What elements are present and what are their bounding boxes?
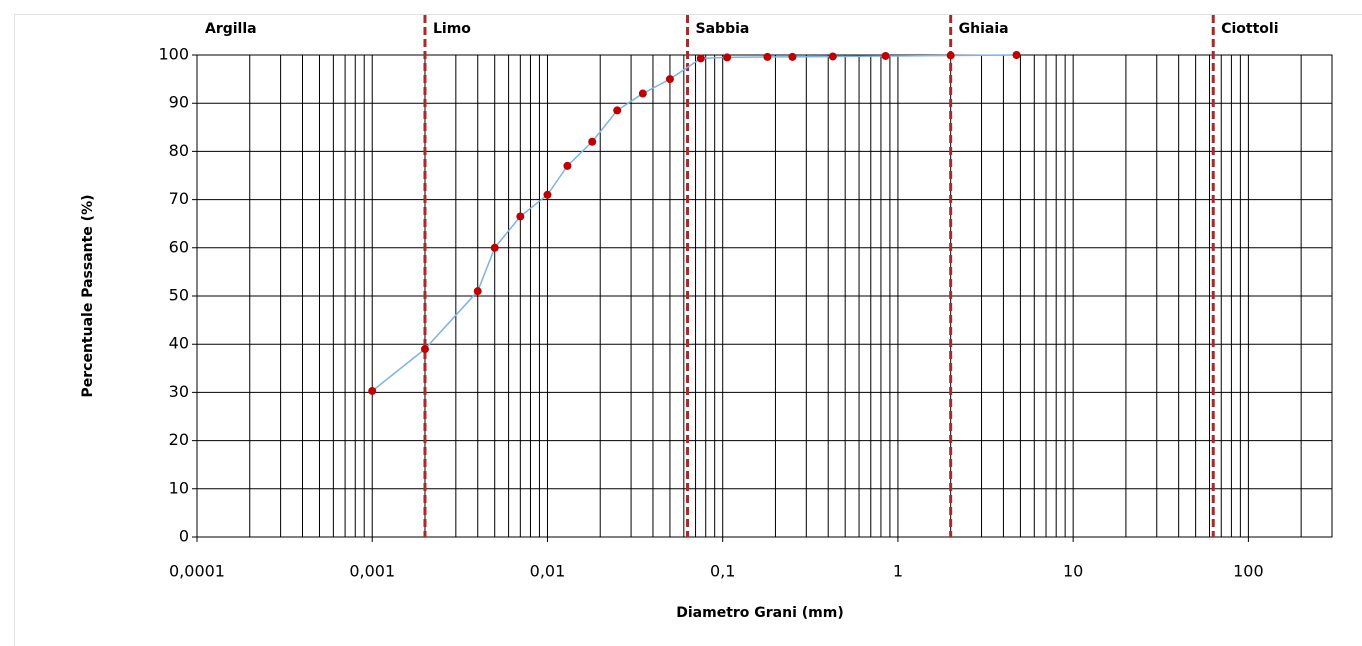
x-tick-label: 0,0001 (169, 562, 225, 581)
y-tick-label: 60 (169, 237, 189, 256)
zone-label: Sabbia (696, 21, 750, 37)
y-tick-label: 10 (169, 478, 189, 497)
data-point (828, 52, 837, 61)
x-axis-label: Diametro Grani (mm) (676, 605, 844, 621)
y-tick-label: 100 (158, 45, 189, 64)
data-point (368, 386, 377, 395)
data-point (420, 345, 429, 354)
data-point (1012, 51, 1021, 59)
x-tick-label: 1 (893, 562, 903, 581)
data-point (881, 51, 890, 60)
data-point (788, 52, 797, 61)
data-point (588, 137, 597, 146)
data-point (665, 75, 674, 84)
frame (14, 14, 1362, 646)
data-point (723, 53, 732, 62)
x-tick-label: 10 (1063, 562, 1083, 581)
grid (192, 54, 1332, 542)
x-tick-label: 0,001 (349, 562, 395, 581)
y-tick-label: 20 (169, 430, 189, 449)
data-point (516, 212, 525, 221)
zone-label: Argilla (205, 21, 257, 37)
x-tick-label: 100 (1233, 562, 1264, 581)
data-point (696, 54, 705, 63)
zone-label: Ghiaia (959, 21, 1009, 37)
data-point (613, 106, 622, 115)
data-point (946, 51, 955, 60)
zone-label: Limo (433, 21, 471, 37)
data-point (490, 243, 499, 252)
data-point (638, 89, 647, 98)
y-tick-label: 80 (169, 141, 189, 160)
zone-label: Ciottoli (1221, 21, 1278, 37)
x-tick-label: 0,1 (710, 562, 735, 581)
data-line (371, 54, 1017, 392)
data-point (543, 190, 552, 199)
y-tick-label: 30 (169, 382, 189, 401)
data-point (563, 161, 572, 170)
data-point (473, 287, 482, 296)
x-tick-label: 0,01 (530, 562, 566, 581)
y-tick-label: 70 (169, 189, 189, 208)
data-point (763, 52, 772, 61)
y-tick-label: 90 (169, 93, 189, 112)
y-tick-label: 40 (169, 334, 189, 353)
y-axis-label: Percentuale Passante (%) (80, 195, 96, 398)
y-tick-label: 50 (169, 286, 189, 305)
y-tick-label: 0 (179, 527, 189, 546)
